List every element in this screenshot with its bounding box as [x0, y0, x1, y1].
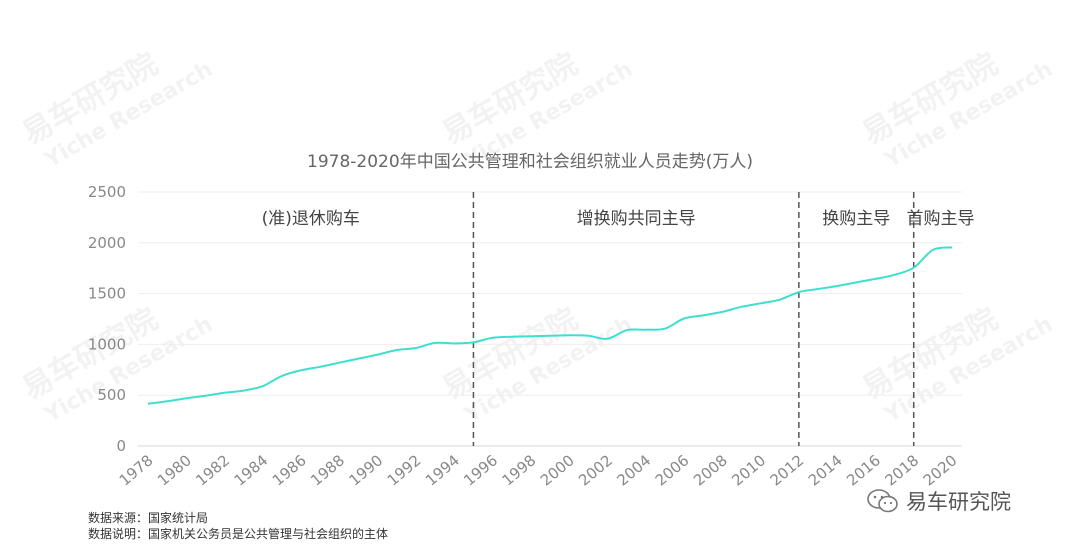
- brand-name: 易车研究院: [906, 490, 1011, 514]
- x-tick-label: 2016: [843, 451, 884, 489]
- y-tick-label: 0: [116, 437, 126, 455]
- x-tick-label: 1980: [154, 451, 195, 489]
- y-tick-label: 1000: [88, 335, 126, 353]
- x-tick-label: 1984: [231, 451, 272, 489]
- chart-title: 1978-2020年中国公共管理和社会组织就业人员走势(万人): [307, 152, 753, 172]
- x-axis: 1978198019821984198619881990199219941996…: [116, 451, 961, 489]
- x-tick-label: 2004: [613, 451, 654, 489]
- phase-label: 增换购共同主导: [577, 209, 696, 229]
- y-tick-label: 1500: [88, 285, 126, 303]
- phase-label: 换购主导: [822, 209, 890, 229]
- x-tick-label: 2000: [537, 451, 578, 489]
- x-tick-label: 2010: [728, 451, 769, 489]
- x-tick-label: 1988: [307, 451, 348, 489]
- x-tick-label: 2006: [652, 451, 693, 489]
- brand: 易车研究院: [866, 486, 1011, 516]
- x-tick-label: 1982: [192, 451, 233, 489]
- series-line: [147, 246, 953, 405]
- y-axis: 0 500 1000 1500 2000 2500: [88, 183, 126, 455]
- phase-label: 首购主导: [907, 209, 975, 229]
- x-tick-label: 2020: [920, 451, 961, 489]
- x-tick-label: 1992: [384, 451, 425, 489]
- x-tick-label: 2008: [690, 451, 731, 489]
- x-tick-label: 2002: [575, 451, 616, 489]
- y-tick-label: 2000: [88, 234, 126, 252]
- grid: [138, 191, 962, 447]
- phase-labels: (准)退休购车 增换购共同主导 换购主导 首购主导: [262, 209, 975, 229]
- phase-label: (准)退休购车: [262, 209, 360, 229]
- x-tick-label: 1994: [422, 451, 463, 489]
- x-tick-label: 1986: [269, 451, 310, 489]
- y-tick-label: 500: [97, 386, 126, 404]
- phase-dividers: [472, 192, 915, 446]
- notes: 数据来源：国家统计局 数据说明：国家机关公务员是公共管理与社会组织的主体: [88, 510, 388, 542]
- x-tick-label: 1998: [499, 451, 540, 489]
- x-tick-label: 2014: [805, 451, 846, 489]
- wechat-icon: [867, 489, 898, 513]
- x-tick-label: 2018: [881, 451, 922, 489]
- x-tick-label: 1996: [460, 451, 501, 489]
- x-tick-label: 1978: [116, 451, 157, 489]
- y-tick-label: 2500: [88, 183, 126, 201]
- series: [147, 246, 953, 405]
- x-tick-label: 2012: [767, 451, 808, 489]
- explanation-note: 数据说明：国家机关公务员是公共管理与社会组织的主体: [88, 527, 389, 541]
- x-tick-label: 1990: [345, 451, 386, 489]
- source-note: 数据来源：国家统计局: [88, 511, 209, 525]
